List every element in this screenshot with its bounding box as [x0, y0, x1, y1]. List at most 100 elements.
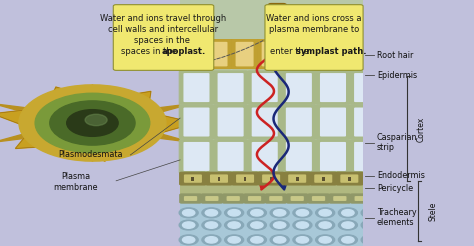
FancyBboxPatch shape: [445, 174, 463, 183]
Circle shape: [319, 210, 331, 216]
FancyBboxPatch shape: [236, 42, 254, 66]
FancyBboxPatch shape: [291, 196, 304, 201]
Circle shape: [365, 237, 377, 243]
FancyBboxPatch shape: [354, 142, 380, 171]
Text: Root hair: Root hair: [377, 51, 413, 60]
FancyBboxPatch shape: [213, 71, 248, 104]
FancyBboxPatch shape: [320, 142, 346, 171]
FancyBboxPatch shape: [218, 73, 244, 102]
FancyBboxPatch shape: [316, 140, 350, 173]
Circle shape: [387, 222, 400, 228]
Text: plasma membrane to: plasma membrane to: [269, 25, 359, 34]
Circle shape: [293, 235, 312, 245]
Circle shape: [407, 235, 426, 245]
Circle shape: [293, 208, 312, 218]
FancyBboxPatch shape: [201, 194, 223, 203]
FancyBboxPatch shape: [213, 105, 248, 139]
FancyBboxPatch shape: [314, 174, 332, 183]
Polygon shape: [147, 132, 191, 142]
Circle shape: [365, 210, 377, 216]
Text: Tracheary
elements: Tracheary elements: [377, 208, 417, 227]
FancyBboxPatch shape: [205, 196, 219, 201]
FancyBboxPatch shape: [418, 42, 436, 66]
FancyBboxPatch shape: [312, 196, 325, 201]
FancyBboxPatch shape: [262, 174, 280, 183]
Circle shape: [296, 210, 309, 216]
Circle shape: [384, 220, 403, 230]
Polygon shape: [0, 87, 195, 161]
Circle shape: [19, 85, 166, 161]
Circle shape: [50, 101, 135, 145]
FancyBboxPatch shape: [213, 140, 248, 173]
FancyBboxPatch shape: [252, 73, 278, 102]
FancyBboxPatch shape: [340, 174, 358, 183]
Circle shape: [270, 208, 289, 218]
FancyBboxPatch shape: [388, 40, 414, 69]
Circle shape: [273, 210, 286, 216]
FancyBboxPatch shape: [284, 172, 310, 185]
FancyBboxPatch shape: [354, 73, 380, 102]
FancyBboxPatch shape: [320, 73, 346, 102]
FancyBboxPatch shape: [419, 196, 432, 201]
FancyBboxPatch shape: [282, 71, 316, 104]
Text: Casparian
strip: Casparian strip: [377, 133, 417, 152]
FancyBboxPatch shape: [384, 140, 419, 173]
FancyBboxPatch shape: [265, 194, 287, 203]
Text: spaces in the: spaces in the: [121, 47, 180, 56]
Circle shape: [182, 222, 195, 228]
Text: Cortex: Cortex: [417, 117, 426, 142]
FancyBboxPatch shape: [316, 71, 350, 104]
FancyBboxPatch shape: [336, 172, 363, 185]
Bar: [374, 177, 377, 181]
FancyBboxPatch shape: [350, 140, 384, 173]
FancyBboxPatch shape: [436, 194, 457, 203]
FancyBboxPatch shape: [414, 194, 436, 203]
FancyBboxPatch shape: [180, 194, 201, 203]
Circle shape: [251, 210, 263, 216]
Polygon shape: [87, 85, 98, 101]
Circle shape: [228, 222, 240, 228]
FancyBboxPatch shape: [247, 140, 282, 173]
FancyBboxPatch shape: [183, 142, 210, 171]
Circle shape: [179, 220, 198, 230]
FancyBboxPatch shape: [362, 172, 389, 185]
FancyBboxPatch shape: [288, 174, 306, 183]
Circle shape: [361, 235, 380, 245]
Bar: [270, 177, 273, 181]
Circle shape: [296, 237, 309, 243]
FancyBboxPatch shape: [288, 42, 306, 66]
Circle shape: [293, 220, 312, 230]
Circle shape: [67, 110, 118, 136]
FancyBboxPatch shape: [184, 196, 197, 201]
Bar: [348, 177, 351, 181]
FancyBboxPatch shape: [392, 174, 410, 183]
FancyBboxPatch shape: [393, 194, 415, 203]
Circle shape: [228, 210, 240, 216]
FancyBboxPatch shape: [388, 142, 414, 171]
Bar: [363, 0, 474, 246]
FancyBboxPatch shape: [372, 194, 393, 203]
FancyBboxPatch shape: [236, 174, 254, 183]
Text: Pericycle: Pericycle: [377, 184, 413, 193]
Circle shape: [251, 237, 263, 243]
Circle shape: [319, 237, 331, 243]
FancyBboxPatch shape: [340, 42, 358, 66]
FancyBboxPatch shape: [184, 174, 202, 183]
FancyBboxPatch shape: [376, 196, 389, 201]
Circle shape: [247, 208, 266, 218]
Text: spaces in the: spaces in the: [134, 36, 193, 45]
FancyBboxPatch shape: [269, 196, 283, 201]
FancyBboxPatch shape: [418, 140, 453, 173]
FancyBboxPatch shape: [268, 3, 286, 41]
Circle shape: [410, 210, 422, 216]
FancyBboxPatch shape: [310, 40, 336, 69]
FancyBboxPatch shape: [286, 73, 312, 102]
FancyBboxPatch shape: [113, 5, 214, 70]
FancyBboxPatch shape: [419, 174, 437, 183]
Circle shape: [202, 235, 221, 245]
Circle shape: [270, 235, 289, 245]
Circle shape: [225, 220, 244, 230]
FancyBboxPatch shape: [210, 42, 228, 66]
FancyBboxPatch shape: [414, 40, 440, 69]
Circle shape: [433, 237, 445, 243]
